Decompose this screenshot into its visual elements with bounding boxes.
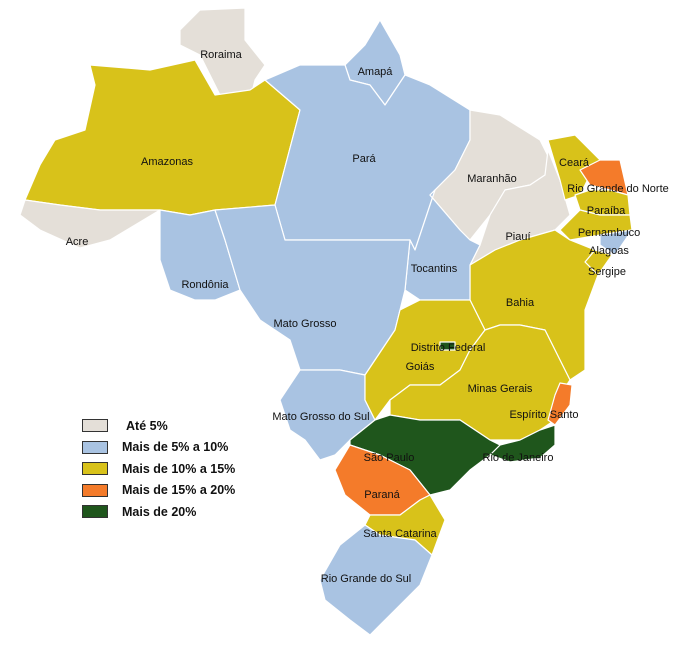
state-label-sergipe: Sergipe bbox=[588, 266, 626, 278]
legend-item-5-10: Mais de 5% a 10% bbox=[82, 437, 235, 459]
state-amazonas bbox=[24, 59, 301, 216]
state-mato-grosso-do-sul bbox=[279, 369, 376, 461]
legend-item-ate-5: Até 5% bbox=[82, 415, 235, 437]
state-label-santa-catarina: Santa Catarina bbox=[363, 528, 437, 540]
state-label-tocantins: Tocantins bbox=[411, 263, 458, 275]
state-rondonia bbox=[159, 209, 241, 301]
state-label-parana: Paraná bbox=[364, 489, 400, 501]
legend-swatch bbox=[82, 505, 108, 519]
legend-label: Até 5% bbox=[126, 418, 168, 433]
legend-label: Mais de 15% a 20% bbox=[122, 483, 236, 498]
legend-item-10-15: Mais de 10% a 15% bbox=[82, 458, 235, 480]
state-ceara bbox=[547, 134, 601, 201]
state-label-rondonia: Rondônia bbox=[181, 279, 229, 291]
state-alagoas bbox=[599, 229, 633, 256]
legend-label: Mais de 10% a 15% bbox=[122, 461, 236, 476]
state-label-ceara: Ceará bbox=[559, 157, 590, 169]
legend-swatch bbox=[82, 419, 108, 433]
legend-item-mais-20: Mais de 20% bbox=[82, 501, 235, 523]
state-label-rio-grande-do-sul: Rio Grande do Sul bbox=[321, 573, 412, 585]
state-label-piaui: Piauí bbox=[505, 231, 530, 243]
state-label-sao-paulo: São Paulo bbox=[364, 452, 415, 464]
state-label-mato-grosso: Mato Grosso bbox=[274, 318, 337, 330]
state-label-amazonas: Amazonas bbox=[141, 156, 193, 168]
legend-swatch bbox=[82, 483, 108, 497]
state-label-alagoas: Alagoas bbox=[589, 245, 629, 257]
state-label-pernambuco: Pernambuco bbox=[578, 227, 640, 239]
state-label-paraiba: Paraíba bbox=[587, 205, 626, 217]
legend-swatch bbox=[82, 440, 108, 454]
state-roraima bbox=[179, 7, 266, 101]
state-acre bbox=[19, 199, 161, 249]
legend-swatch bbox=[82, 462, 108, 476]
state-label-roraima: Roraima bbox=[200, 49, 242, 61]
state-label-mato-grosso-do-sul: Mato Grosso do Sul bbox=[272, 411, 369, 423]
state-label-maranhao: Maranhão bbox=[467, 173, 517, 185]
state-label-acre: Acre bbox=[66, 236, 89, 248]
state-label-rio-de-janeiro: Rio de Janeiro bbox=[483, 452, 554, 464]
state-label-amapa: Amapá bbox=[358, 66, 394, 78]
state-label-rio-grande-do-norte: Rio Grande do Norte bbox=[567, 183, 669, 195]
legend-label: Mais de 5% a 10% bbox=[122, 440, 229, 455]
state-label-minas-gerais: Minas Gerais bbox=[468, 383, 533, 395]
state-label-espirito-santo: Espírito Santo bbox=[509, 409, 578, 421]
state-label-bahia: Bahia bbox=[506, 297, 535, 309]
legend-label: Mais de 20% bbox=[122, 504, 197, 519]
legend: Até 5% Mais de 5% a 10% Mais de 10% a 15… bbox=[82, 415, 235, 523]
state-label-distrito-federal: Distrito Federal bbox=[411, 342, 486, 354]
legend-item-15-20: Mais de 15% a 20% bbox=[82, 480, 235, 502]
state-distrito-federal bbox=[439, 341, 456, 351]
state-label-para: Pará bbox=[352, 153, 376, 165]
state-label-goias: Goiás bbox=[406, 361, 435, 373]
state-rio-grande-do-sul bbox=[319, 524, 433, 636]
